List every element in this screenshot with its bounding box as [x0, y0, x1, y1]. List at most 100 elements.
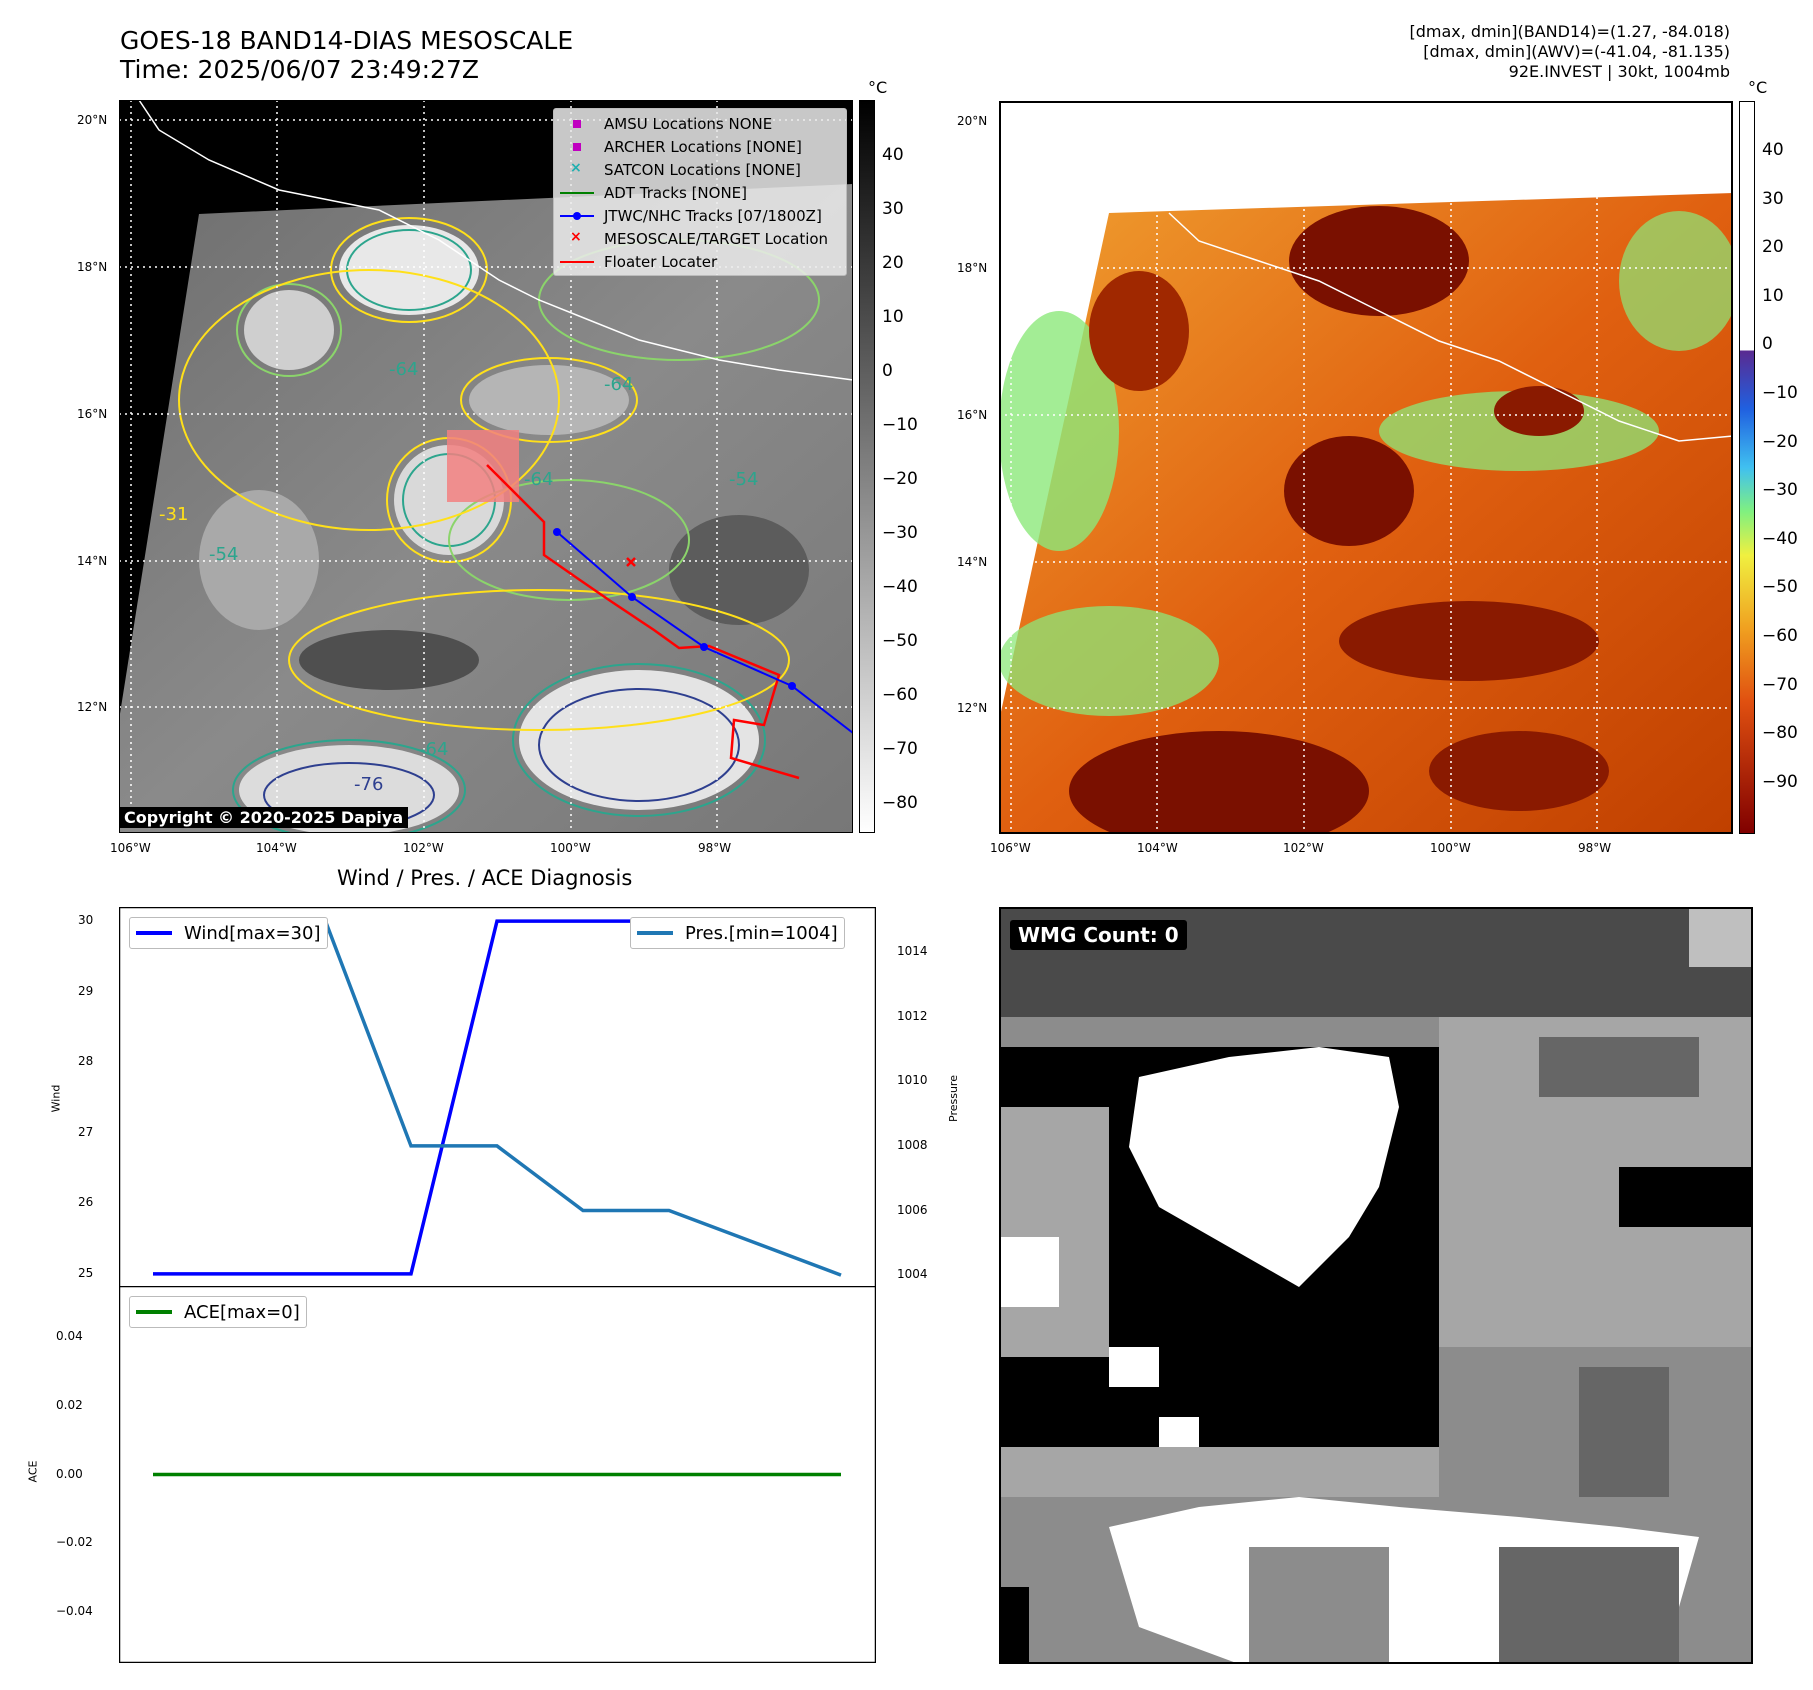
wind-tick-label: 30: [78, 913, 94, 928]
left-colorbar: [859, 100, 875, 833]
cloud-cluster: [199, 490, 319, 630]
right-colorbar-tick-label: −70: [1762, 674, 1798, 695]
left-colorbar-tick-label: 40: [882, 145, 904, 165]
ace-tick-label: −0.04: [56, 1603, 93, 1618]
copyright-label: Copyright © 2020-2025 Dapiya: [119, 807, 409, 828]
dry-region: [1069, 731, 1369, 834]
info-band14: [dmax, dmin](BAND14)=(1.27, -84.018): [1409, 22, 1731, 41]
legend-item-label: MESOSCALE/TARGET Location: [604, 230, 829, 248]
colorbar-gradient: [1739, 101, 1755, 834]
lon-label: 106°W: [110, 841, 151, 855]
pressure-tick-label: 1012: [897, 1008, 928, 1023]
moist-region: [999, 311, 1119, 551]
lon-label: 104°W: [1137, 841, 1178, 855]
contour-label: -64: [419, 739, 448, 760]
dry-region: [1339, 601, 1599, 681]
wmg-region: [999, 1107, 1109, 1357]
moist-region: [1619, 211, 1733, 351]
lon-label: 104°W: [256, 841, 297, 855]
wind-tick-label: 25: [78, 1265, 94, 1280]
right-colorbar-tick-label: −50: [1762, 577, 1798, 598]
lat-label: 16°N: [77, 407, 108, 421]
pressure-tick-label: 1014: [897, 944, 928, 959]
map-gridlines: [119, 100, 853, 833]
lat-label: 14°N: [957, 555, 988, 569]
map-legend: AMSU Locations NONE ARCHER Locations [NON…: [553, 108, 847, 276]
coastline: [1168, 212, 1733, 442]
jtwc-track-point: [788, 682, 796, 690]
left-colorbar-tick-label: 0: [882, 361, 893, 381]
line-marker-icon: [560, 209, 594, 223]
left-colorbar-tick-label: −20: [882, 469, 918, 489]
legend-swatch: [637, 931, 673, 935]
lon-label: 98°W: [1578, 841, 1612, 855]
legend-item: × MESOSCALE/TARGET Location: [560, 228, 828, 250]
map-frame: [119, 100, 853, 833]
wmg-region: [1249, 1547, 1389, 1664]
lon-label: 100°W: [550, 841, 591, 855]
dry-region: [1089, 271, 1189, 391]
legend-swatch: [136, 931, 172, 935]
diagnosis-title: Wind / Pres. / ACE Diagnosis: [337, 866, 633, 890]
legend-item-label: ARCHER Locations [NONE]: [604, 138, 802, 156]
legend-item-label: Floater Locater: [604, 253, 718, 271]
plot-frame: [119, 907, 876, 1288]
pressure-axis-label: Pressure: [946, 1075, 960, 1122]
ace-tick-label: 0.00: [56, 1466, 83, 1481]
right-colorbar-tick-label: −90: [1762, 771, 1798, 792]
legend-item-label: JTWC/NHC Tracks [07/1800Z]: [604, 207, 822, 225]
ace-tick-label: 0.02: [56, 1397, 83, 1412]
left-colorbar-tick-label: −80: [882, 793, 918, 813]
wmg-region: [1109, 1347, 1159, 1387]
ace-legend-label: ACE[max=0]: [184, 1301, 300, 1323]
right-colorbar-tick-label: −80: [1762, 723, 1798, 744]
square-marker-icon: [560, 117, 594, 131]
right-colorbar-tick-label: −40: [1762, 528, 1798, 549]
ace-tick-label: −0.02: [56, 1535, 93, 1550]
cloud-cluster: [519, 670, 759, 810]
pressure-legend: Pres.[min=1004]: [630, 917, 845, 949]
right-colorbar-tick-label: 10: [1762, 285, 1784, 306]
colorbar-gradient: [859, 100, 875, 833]
lon-label: 100°W: [1430, 841, 1471, 855]
x-marker-icon: ×: [570, 229, 582, 245]
figure-title: GOES-18 BAND14-DIAS MESOSCALE Time: 2025…: [120, 26, 573, 84]
legend-item-label: SATCON Locations [NONE]: [604, 161, 801, 179]
contour-label: -64: [389, 359, 418, 380]
info-storm: 92E.INVEST | 30kt, 1004mb: [1508, 62, 1730, 81]
title-time: Time: 2025/06/07 23:49:27Z: [120, 55, 479, 84]
right-colorbar: [1739, 101, 1755, 834]
wmg-region: [1619, 1167, 1753, 1227]
lat-label: 18°N: [957, 261, 988, 275]
legend-item: JTWC/NHC Tracks [07/1800Z]: [560, 205, 822, 227]
jtwc-track-point: [553, 528, 561, 536]
lon-label: 102°W: [403, 841, 444, 855]
cloud-cluster: [339, 225, 479, 315]
wmg-region: [1579, 1367, 1669, 1497]
cloud-cluster: [244, 290, 334, 370]
dry-region: [1429, 731, 1609, 811]
legend-item-label: AMSU Locations NONE: [604, 115, 773, 133]
left-colorbar-tick-label: −10: [882, 415, 918, 435]
right-map-panel: [999, 101, 1733, 834]
right-colorbar-tick-label: −30: [1762, 480, 1798, 501]
coastline: [138, 100, 853, 381]
left-colorbar-tick-label: 20: [882, 253, 904, 273]
target-location-marker: [626, 557, 636, 567]
map-gridlines: [999, 101, 1733, 834]
lat-label: 20°N: [77, 113, 108, 127]
lon-label: 102°W: [1283, 841, 1324, 855]
wind-legend-label: Wind[max=30]: [184, 922, 321, 944]
wmg-region: [999, 1447, 1439, 1497]
left-colorbar-tick-label: −60: [882, 685, 918, 705]
right-colorbar-unit: °C: [1748, 78, 1768, 97]
figure-info: [dmax, dmin](BAND14)=(1.27, -84.018) [dm…: [1410, 22, 1731, 82]
dry-region: [1494, 386, 1584, 436]
left-colorbar-tick-label: 10: [882, 307, 904, 327]
floater-locater-track: [486, 464, 800, 780]
contour-label: -64: [604, 374, 633, 395]
wmg-region: [1499, 1547, 1679, 1664]
x-marker-icon: ×: [570, 160, 582, 176]
lat-label: 14°N: [77, 554, 108, 568]
left-colorbar-unit: °C: [868, 78, 888, 97]
